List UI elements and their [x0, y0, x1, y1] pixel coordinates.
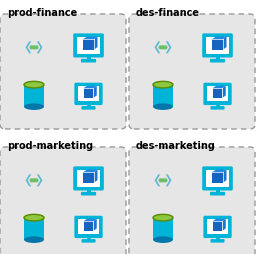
FancyBboxPatch shape — [129, 14, 255, 129]
Ellipse shape — [153, 103, 173, 110]
Polygon shape — [212, 170, 226, 172]
FancyBboxPatch shape — [81, 192, 96, 196]
Polygon shape — [93, 86, 97, 98]
Text: des-marketing: des-marketing — [136, 141, 216, 151]
FancyBboxPatch shape — [73, 166, 104, 190]
Bar — [77, 37, 100, 54]
FancyBboxPatch shape — [203, 216, 232, 238]
Bar — [24, 85, 44, 107]
Polygon shape — [83, 170, 98, 172]
Bar — [213, 88, 222, 98]
Circle shape — [159, 46, 162, 49]
Polygon shape — [213, 86, 226, 88]
Polygon shape — [155, 41, 160, 53]
Bar — [207, 219, 228, 234]
Polygon shape — [223, 170, 226, 183]
Ellipse shape — [153, 236, 173, 243]
Ellipse shape — [24, 103, 44, 110]
Bar — [212, 172, 223, 183]
FancyBboxPatch shape — [74, 83, 103, 105]
FancyBboxPatch shape — [210, 106, 225, 110]
Text: prod-finance: prod-finance — [7, 8, 77, 18]
Circle shape — [164, 46, 167, 49]
Circle shape — [30, 46, 33, 49]
Circle shape — [161, 179, 164, 182]
Polygon shape — [166, 41, 171, 53]
Polygon shape — [37, 41, 42, 53]
FancyBboxPatch shape — [203, 83, 232, 105]
FancyBboxPatch shape — [210, 192, 225, 196]
Polygon shape — [94, 170, 98, 183]
Polygon shape — [155, 174, 160, 186]
Polygon shape — [166, 174, 171, 186]
Polygon shape — [222, 86, 226, 98]
Bar — [153, 85, 173, 107]
Ellipse shape — [153, 214, 173, 221]
Polygon shape — [83, 37, 98, 39]
Polygon shape — [84, 86, 97, 88]
FancyBboxPatch shape — [202, 33, 233, 57]
Circle shape — [33, 179, 36, 182]
Bar — [213, 221, 222, 231]
FancyBboxPatch shape — [210, 239, 225, 243]
FancyBboxPatch shape — [129, 147, 255, 254]
Bar — [83, 39, 94, 50]
Bar — [84, 221, 93, 231]
Bar — [206, 170, 229, 187]
Polygon shape — [26, 174, 31, 186]
FancyBboxPatch shape — [202, 166, 233, 190]
Circle shape — [164, 179, 167, 182]
FancyBboxPatch shape — [74, 216, 103, 238]
Text: des-finance: des-finance — [136, 8, 200, 18]
FancyBboxPatch shape — [0, 14, 126, 129]
Polygon shape — [212, 37, 226, 39]
Ellipse shape — [24, 81, 44, 88]
Circle shape — [161, 46, 164, 49]
Bar — [212, 39, 223, 50]
Bar — [84, 88, 93, 98]
Bar — [207, 86, 228, 101]
Polygon shape — [26, 41, 31, 53]
FancyBboxPatch shape — [82, 239, 95, 243]
FancyBboxPatch shape — [210, 59, 225, 62]
Polygon shape — [222, 219, 226, 231]
FancyBboxPatch shape — [0, 147, 126, 254]
Circle shape — [159, 179, 162, 182]
Polygon shape — [223, 37, 226, 50]
Circle shape — [35, 179, 38, 182]
Bar — [77, 170, 100, 187]
Bar — [24, 218, 44, 240]
Polygon shape — [94, 37, 98, 50]
Bar — [206, 37, 229, 54]
Ellipse shape — [153, 81, 173, 88]
Bar — [78, 86, 99, 101]
Circle shape — [33, 46, 36, 49]
FancyBboxPatch shape — [73, 33, 104, 57]
Ellipse shape — [24, 236, 44, 243]
Text: prod-marketing: prod-marketing — [7, 141, 93, 151]
Bar — [83, 172, 94, 183]
Bar — [153, 218, 173, 240]
Ellipse shape — [24, 214, 44, 221]
Circle shape — [35, 46, 38, 49]
Polygon shape — [37, 174, 42, 186]
FancyBboxPatch shape — [81, 59, 96, 62]
Bar — [78, 219, 99, 234]
FancyBboxPatch shape — [82, 106, 95, 110]
Polygon shape — [93, 219, 97, 231]
Polygon shape — [84, 219, 97, 221]
Polygon shape — [213, 219, 226, 221]
Circle shape — [30, 179, 33, 182]
